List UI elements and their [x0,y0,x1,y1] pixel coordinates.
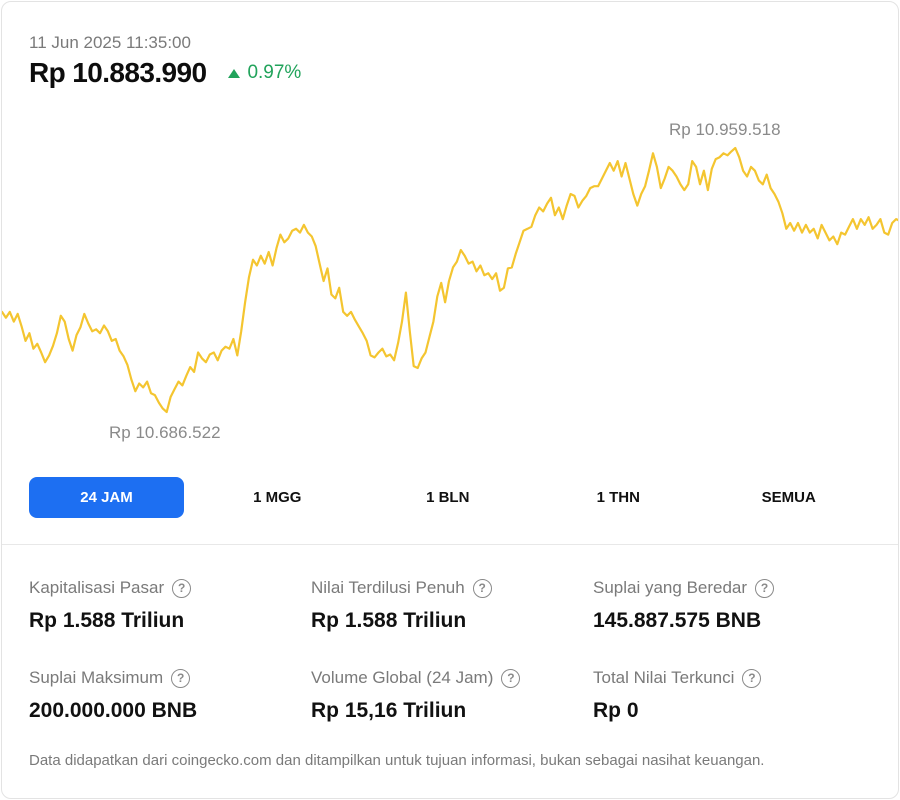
stat-label: Suplai yang Beredar [593,578,748,597]
tab-1-bln[interactable]: 1 BLN [426,489,470,506]
timestamp: 11 Jun 2025 11:35:00 [29,33,191,52]
tab-semua[interactable]: SEMUA [761,489,816,506]
question-circle-icon[interactable]: ? [755,578,775,598]
question-circle-icon[interactable]: ? [472,578,492,598]
stat-value: 200.000.000 BNB [29,699,198,722]
stat-value: Rp 15,16 Triliun [311,699,467,722]
stat-global-volume: Volume Global (24 Jam) ? Rp 15,16 Triliu… [311,666,581,723]
price-line [2,146,898,414]
stat-fdv: Nilai Terdilusi Penuh ? Rp 1.588 Triliun [311,576,581,633]
price-change-percent: 0.97% [247,62,302,83]
current-price: Rp 10.883.990 [29,57,207,88]
price-change: 0.97% [228,62,301,84]
question-circle-icon[interactable]: ? [172,578,192,598]
chart-low-label: Rp 10.686.522 [109,423,221,442]
tab-24-jam[interactable]: 24 JAM [29,477,184,518]
stat-value: Rp 1.588 Triliun [311,609,467,632]
stat-label: Nilai Terdilusi Penuh [311,578,465,597]
stat-tvl: Total Nilai Terkunci ? Rp 0 [593,666,863,723]
question-circle-icon[interactable]: ? [171,668,191,688]
stat-market-cap: Kapitalisasi Pasar ? Rp 1.588 Triliun [29,576,299,633]
divider [2,544,898,545]
tab-1-thn[interactable]: 1 THN [596,489,640,506]
price-row: Rp 10.883.990 0.97% [29,57,301,89]
stat-value: 145.887.575 BNB [593,609,762,632]
stat-value: Rp 1.588 Triliun [29,609,185,632]
price-chart[interactable] [2,102,899,452]
stat-max-supply: Suplai Maksimum ? 200.000.000 BNB [29,666,299,723]
stat-circulating-supply: Suplai yang Beredar ? 145.887.575 BNB [593,576,863,633]
stat-label: Kapitalisasi Pasar [29,578,165,597]
chart-high-label: Rp 10.959.518 [669,120,781,139]
stat-label: Suplai Maksimum [29,668,164,687]
stat-label: Total Nilai Terkunci [593,668,735,687]
timeframe-tabs: 24 JAM 1 MGG 1 BLN 1 THN SEMUA [29,477,874,518]
question-circle-icon[interactable]: ? [742,668,762,688]
tab-1-mgg[interactable]: 1 MGG [253,489,302,506]
triangle-up-icon [228,68,241,78]
disclaimer: Data didapatkan dari coingecko.com dan d… [29,752,765,769]
stat-value: Rp 0 [593,699,639,722]
question-circle-icon[interactable]: ? [501,668,521,688]
stat-label: Volume Global (24 Jam) [311,668,494,687]
